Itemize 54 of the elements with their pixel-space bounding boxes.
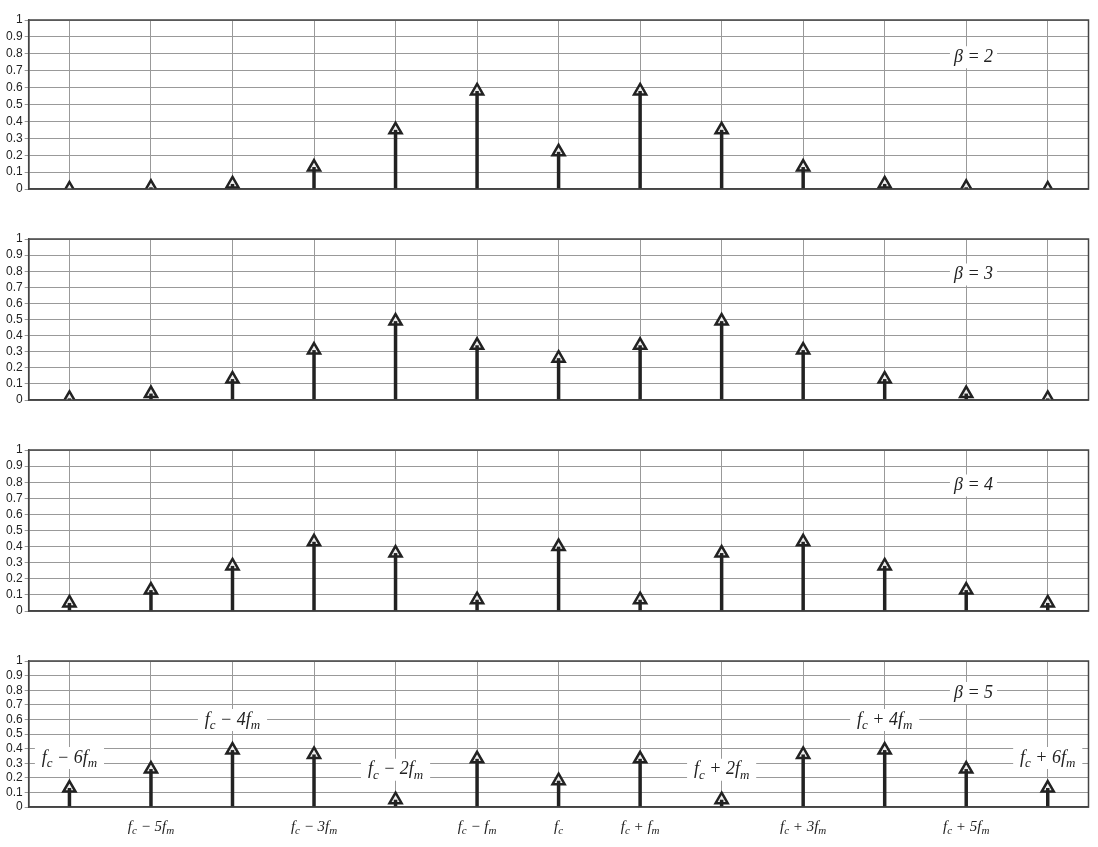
y-tick-label: 0.6 bbox=[5, 506, 23, 521]
y-tick-label: 0.9 bbox=[5, 29, 23, 44]
y-tick-label: 0.9 bbox=[5, 458, 23, 473]
y-tick-label: 0.2 bbox=[5, 360, 23, 375]
y-tick-label: 0.2 bbox=[5, 147, 23, 162]
y-tick-label: 0.8 bbox=[5, 474, 23, 489]
y-tick-label: 0.4 bbox=[5, 327, 23, 342]
y-tick-label: 1 bbox=[15, 12, 23, 27]
y-tick-label: 0.3 bbox=[5, 344, 23, 359]
y-tick-label: 0.6 bbox=[5, 711, 23, 726]
point bbox=[62, 594, 77, 608]
y-tick-label: 0.4 bbox=[5, 740, 23, 755]
y-tick-label: 0.2 bbox=[5, 770, 23, 785]
y-tick-label: 0.9 bbox=[5, 667, 23, 682]
y-tick-label: 0.9 bbox=[5, 247, 23, 262]
y-tick-label: 0.5 bbox=[5, 726, 23, 741]
y-tick-label: 0.7 bbox=[5, 490, 23, 505]
y-tick-label: 0.3 bbox=[5, 555, 23, 570]
y-tick-label: 0.8 bbox=[5, 682, 23, 697]
y-tick-label: 0.8 bbox=[5, 263, 23, 278]
y-tick-label: 0.5 bbox=[5, 96, 23, 111]
y-tick-label: 0 bbox=[15, 799, 23, 814]
y-tick-label: 0.6 bbox=[5, 295, 23, 310]
y-tick-label: 0.5 bbox=[5, 311, 23, 326]
y-tick-label: 0.8 bbox=[5, 46, 23, 61]
point bbox=[877, 175, 892, 189]
annotation: β = 2 bbox=[952, 45, 994, 66]
point bbox=[1040, 594, 1056, 608]
y-tick-label: 1 bbox=[15, 231, 23, 246]
y-tick-label: 0.3 bbox=[5, 130, 23, 145]
point bbox=[388, 791, 403, 805]
y-tick-label: 0.7 bbox=[5, 697, 23, 712]
y-tick-label: 0 bbox=[15, 603, 23, 618]
y-tick-label: 1 bbox=[15, 653, 23, 668]
y-tick-label: 0.3 bbox=[5, 755, 23, 770]
y-tick-label: 0.5 bbox=[5, 522, 23, 537]
annotation: β = 3 bbox=[952, 263, 994, 284]
y-tick-label: 0.7 bbox=[5, 279, 23, 294]
point bbox=[714, 791, 729, 805]
point bbox=[225, 175, 240, 189]
y-tick-label: 0.1 bbox=[5, 164, 23, 179]
y-tick-label: 0.1 bbox=[5, 587, 23, 602]
y-tick-label: 0.1 bbox=[5, 376, 23, 391]
y-tick-label: 0.1 bbox=[5, 784, 23, 799]
y-tick-label: 0.4 bbox=[5, 113, 23, 128]
annotation: β = 5 bbox=[952, 681, 994, 702]
annotation: β = 4 bbox=[952, 474, 994, 495]
y-tick-label: 0.2 bbox=[5, 571, 23, 586]
y-tick-label: 0 bbox=[15, 181, 23, 196]
y-tick-label: 0.6 bbox=[5, 79, 23, 94]
y-tick-label: 0.4 bbox=[5, 538, 23, 553]
y-tick-label: 0.7 bbox=[5, 63, 23, 78]
y-tick-label: 0 bbox=[15, 392, 23, 407]
y-tick-label: 1 bbox=[15, 442, 23, 457]
